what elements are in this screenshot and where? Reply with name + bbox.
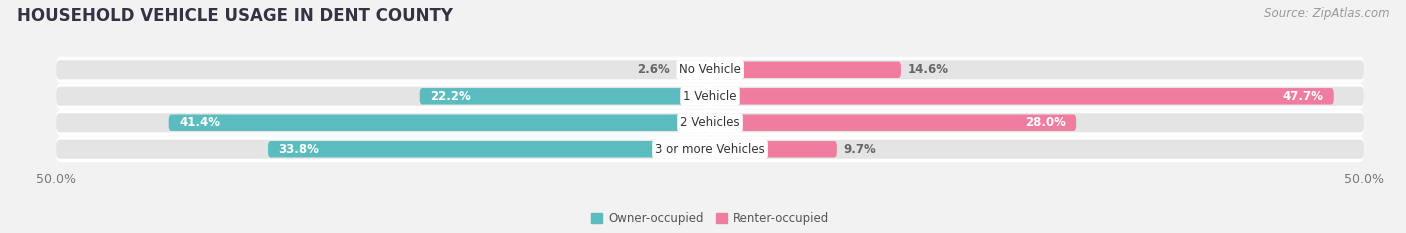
FancyBboxPatch shape	[56, 113, 710, 132]
Text: 33.8%: 33.8%	[278, 143, 319, 156]
FancyBboxPatch shape	[710, 62, 901, 78]
Text: 47.7%: 47.7%	[1282, 90, 1323, 103]
Text: 2 Vehicles: 2 Vehicles	[681, 116, 740, 129]
FancyBboxPatch shape	[56, 110, 1364, 136]
Text: 41.4%: 41.4%	[179, 116, 221, 129]
FancyBboxPatch shape	[710, 115, 1076, 131]
FancyBboxPatch shape	[56, 87, 710, 106]
FancyBboxPatch shape	[56, 57, 1364, 83]
Text: 9.7%: 9.7%	[844, 143, 876, 156]
Text: No Vehicle: No Vehicle	[679, 63, 741, 76]
FancyBboxPatch shape	[710, 88, 1334, 104]
Legend: Owner-occupied, Renter-occupied: Owner-occupied, Renter-occupied	[586, 207, 834, 230]
Text: HOUSEHOLD VEHICLE USAGE IN DENT COUNTY: HOUSEHOLD VEHICLE USAGE IN DENT COUNTY	[17, 7, 453, 25]
FancyBboxPatch shape	[710, 87, 1364, 106]
Text: 3 or more Vehicles: 3 or more Vehicles	[655, 143, 765, 156]
FancyBboxPatch shape	[420, 88, 710, 104]
FancyBboxPatch shape	[710, 140, 1364, 159]
FancyBboxPatch shape	[269, 141, 710, 158]
Text: 28.0%: 28.0%	[1025, 116, 1066, 129]
FancyBboxPatch shape	[169, 115, 710, 131]
FancyBboxPatch shape	[56, 136, 1364, 162]
Text: Source: ZipAtlas.com: Source: ZipAtlas.com	[1264, 7, 1389, 20]
Text: 1 Vehicle: 1 Vehicle	[683, 90, 737, 103]
FancyBboxPatch shape	[56, 60, 710, 79]
FancyBboxPatch shape	[56, 83, 1364, 109]
FancyBboxPatch shape	[710, 60, 1364, 79]
Text: 14.6%: 14.6%	[907, 63, 949, 76]
FancyBboxPatch shape	[676, 62, 710, 78]
Text: 2.6%: 2.6%	[637, 63, 669, 76]
FancyBboxPatch shape	[710, 113, 1364, 132]
FancyBboxPatch shape	[56, 140, 710, 159]
FancyBboxPatch shape	[710, 141, 837, 158]
Text: 22.2%: 22.2%	[430, 90, 471, 103]
